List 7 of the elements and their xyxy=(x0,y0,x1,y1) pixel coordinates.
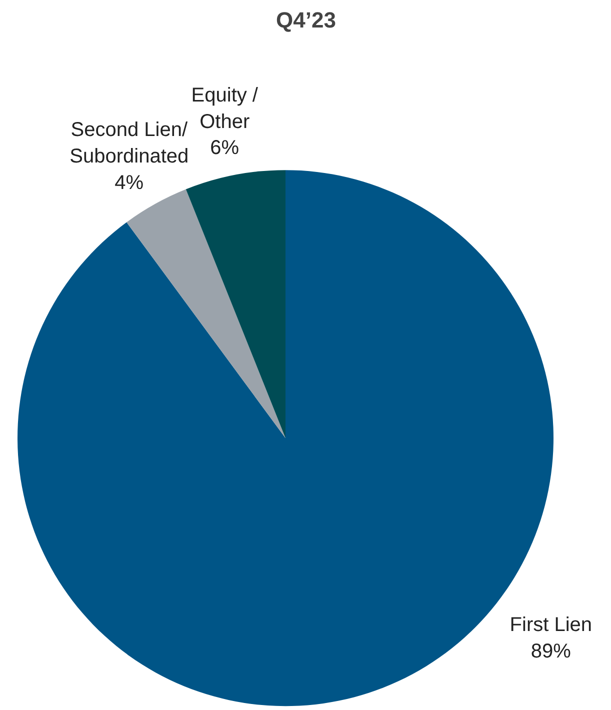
data-label: 6% xyxy=(210,137,240,160)
data-label: 89% xyxy=(530,640,572,663)
chart-title: Q4’23 xyxy=(276,8,336,32)
data-label: 4% xyxy=(114,172,144,194)
slice-label: Second Lien/ Subordinated xyxy=(70,119,189,168)
slice-label: First Lien xyxy=(510,614,592,636)
slice-label: Equity / Other xyxy=(191,84,258,133)
